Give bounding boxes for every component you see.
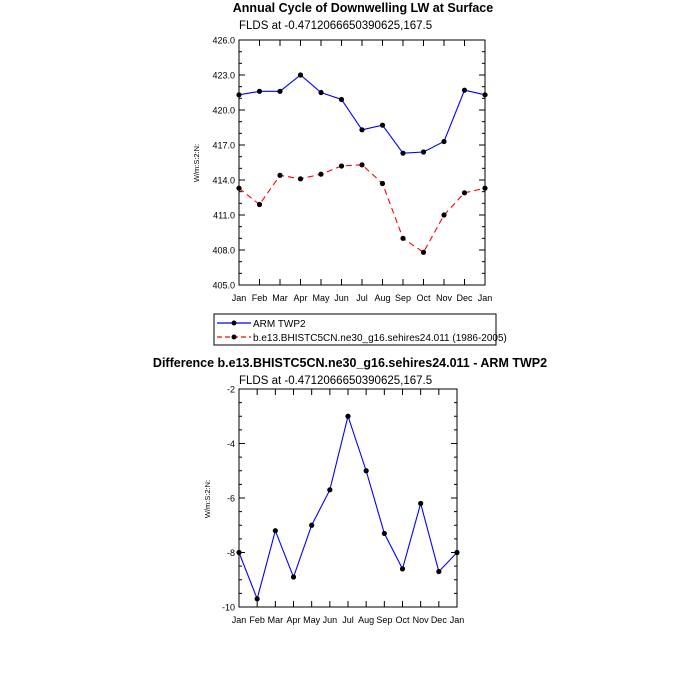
top-chart-x-tick-label: Sep xyxy=(395,293,411,303)
top-chart-y-tick-label: 423.0 xyxy=(212,71,235,81)
top-chart-series-point-0 xyxy=(256,88,263,94)
top-chart-y-tick-label: 414.0 xyxy=(212,176,235,186)
top-chart-series-point-0 xyxy=(482,92,488,98)
bottom-chart-y-tick-label: -8 xyxy=(227,548,235,558)
bottom-chart-y-tick-label: -4 xyxy=(227,439,235,449)
top-chart-x-tick-label: May xyxy=(312,293,330,303)
bottom-chart-x-tick-label: Jul xyxy=(342,615,354,625)
top-chart-x-tick-label: Jun xyxy=(334,293,349,303)
bottom-chart-x-tick-label: Sep xyxy=(376,615,392,625)
legend-label-arm: ARM TWP2 xyxy=(253,319,306,330)
bottom-chart-plot-frame xyxy=(238,388,458,608)
bottom-chart-y-tick-label: -10 xyxy=(222,603,235,613)
top-chart-series-point-1 xyxy=(420,249,427,255)
top-chart-series-line-1 xyxy=(238,164,486,254)
bottom-chart-series-point-0 xyxy=(399,566,406,572)
top-chart-series-point-1 xyxy=(318,171,324,177)
bottom-chart: Jan Feb Mar Apr May Jun Jul Aug Sep Oct Nov Dec Jan-… xyxy=(222,385,464,626)
bottom-chart-x-tick-label: Aug xyxy=(358,615,374,625)
bottom-chart-series-point-0 xyxy=(381,530,387,537)
bottom-chart-subtitle: FLDS at -0.4712066650390625,167.5 xyxy=(239,375,432,387)
bottom-chart-series-point-0 xyxy=(436,568,442,575)
top-chart-series-point-1 xyxy=(482,185,488,191)
top-chart-series-point-0 xyxy=(338,96,345,103)
top-chart-series-point-1 xyxy=(359,162,365,168)
bottom-chart-x-tick-label: Oct xyxy=(395,615,410,625)
top-chart-y-tick-label: 405.0 xyxy=(212,281,235,291)
top-chart-series-point-1 xyxy=(461,190,468,196)
bottom-chart-x-tick-label: Jan xyxy=(450,615,465,625)
top-chart-series-point-1 xyxy=(441,212,447,218)
top-chart-series-point-1 xyxy=(400,235,406,241)
top-chart-series-point-0 xyxy=(420,149,427,155)
top-chart-x-tick-label: Jul xyxy=(356,293,368,303)
bottom-chart-series-point-0 xyxy=(327,487,333,493)
top-chart-x-tick-label: Nov xyxy=(436,293,453,303)
bottom-chart-series-point-0 xyxy=(418,500,424,507)
bottom-chart-series-point-0 xyxy=(254,596,260,602)
bottom-chart-series-point-0 xyxy=(363,468,369,474)
top-chart-series-point-1 xyxy=(297,176,304,182)
bottom-chart-x-tick-label: Apr xyxy=(286,615,300,625)
top-chart-series-point-1 xyxy=(256,201,263,208)
top-chart-x-tick-label: Mar xyxy=(272,293,288,303)
top-chart-y-tick-label: 417.0 xyxy=(212,141,235,151)
bottom-chart-x-tick-label: May xyxy=(303,615,321,625)
bottom-chart-series-point-0 xyxy=(309,522,315,528)
legend-marker-arm xyxy=(231,320,237,326)
top-chart-y-tick-label: 420.0 xyxy=(212,106,235,116)
top-chart: Jan Feb Mar Apr May Jun Jul Aug Sep Oct Nov Dec Jan 4… xyxy=(212,36,492,304)
top-chart-x-tick-label: Dec xyxy=(456,293,473,303)
top-chart-y-tick-label: 426.0 xyxy=(212,36,235,46)
bottom-chart-series-point-0 xyxy=(345,413,351,419)
top-chart-x-tick-label: Jan xyxy=(232,293,247,303)
bottom-chart-series-point-0 xyxy=(454,549,460,556)
bottom-chart-x-tick-label: Mar xyxy=(268,615,284,625)
top-chart-x-tick-label: Oct xyxy=(416,293,431,303)
bottom-chart-ylabel: W/m:S:2:N: xyxy=(203,480,212,518)
top-chart-y-tick-label: 411.0 xyxy=(213,211,235,221)
top-chart-x-tick-label: Aug xyxy=(374,293,390,303)
top-chart-series-point-0 xyxy=(400,150,406,156)
top-chart-series-point-1 xyxy=(338,163,345,169)
bottom-chart-title: Difference b.e13.BHISTC5CN.ne30_g16.sehi… xyxy=(153,356,547,370)
bottom-chart-series-point-0 xyxy=(272,528,278,534)
bottom-chart-x-tick-label: Dec xyxy=(431,615,448,625)
top-chart-legend: ARM TWP2 b.e13.BHISTC5CN.ne30_g16.sehire… xyxy=(213,313,507,346)
top-chart-x-tick-label: Apr xyxy=(293,293,307,303)
top-chart-y-tick-label: 408.0 xyxy=(212,246,235,256)
legend-marker-model xyxy=(231,334,237,340)
top-chart-ylabel: W/m:S:2:N: xyxy=(192,144,201,182)
bottom-chart-series-point-0 xyxy=(236,549,242,556)
top-chart-x-tick-label: Jan xyxy=(478,293,493,303)
top-chart-series-point-1 xyxy=(379,180,386,187)
top-chart-series-point-0 xyxy=(297,72,304,78)
bottom-chart-x-tick-label: Jan xyxy=(232,615,247,625)
top-chart-title: Annual Cycle of Downwelling LW at Surfac… xyxy=(233,1,493,15)
top-chart-series-point-0 xyxy=(359,127,365,133)
top-chart-series-point-1 xyxy=(277,172,283,178)
top-chart-series-point-0 xyxy=(379,122,386,128)
top-chart-series-point-0 xyxy=(236,92,242,98)
bottom-chart-x-tick-label: Nov xyxy=(413,615,430,625)
bottom-chart-series-line-0 xyxy=(238,414,458,601)
legend-label-model: b.e13.BHISTC5CN.ne30_g16.sehires24.011 (… xyxy=(253,333,507,344)
top-chart-series-point-0 xyxy=(461,87,468,93)
top-chart-series-point-0 xyxy=(441,138,447,145)
bottom-chart-y-tick-label: -6 xyxy=(227,494,235,504)
top-chart-x-tick-label: Feb xyxy=(252,293,268,303)
bottom-chart-x-tick-label: Feb xyxy=(249,615,265,625)
top-chart-series-point-0 xyxy=(277,88,283,94)
bottom-chart-x-tick-label: Jun xyxy=(323,615,338,625)
legend-box xyxy=(213,313,497,346)
top-chart-series-point-1 xyxy=(236,185,242,191)
top-chart-subtitle: FLDS at -0.4712066650390625,167.5 xyxy=(239,20,432,32)
top-chart-series-point-0 xyxy=(318,89,324,96)
bottom-chart-series-point-0 xyxy=(290,574,297,580)
top-chart-series-line-0 xyxy=(238,74,486,154)
bottom-chart-y-tick-label: -2 xyxy=(227,385,235,395)
